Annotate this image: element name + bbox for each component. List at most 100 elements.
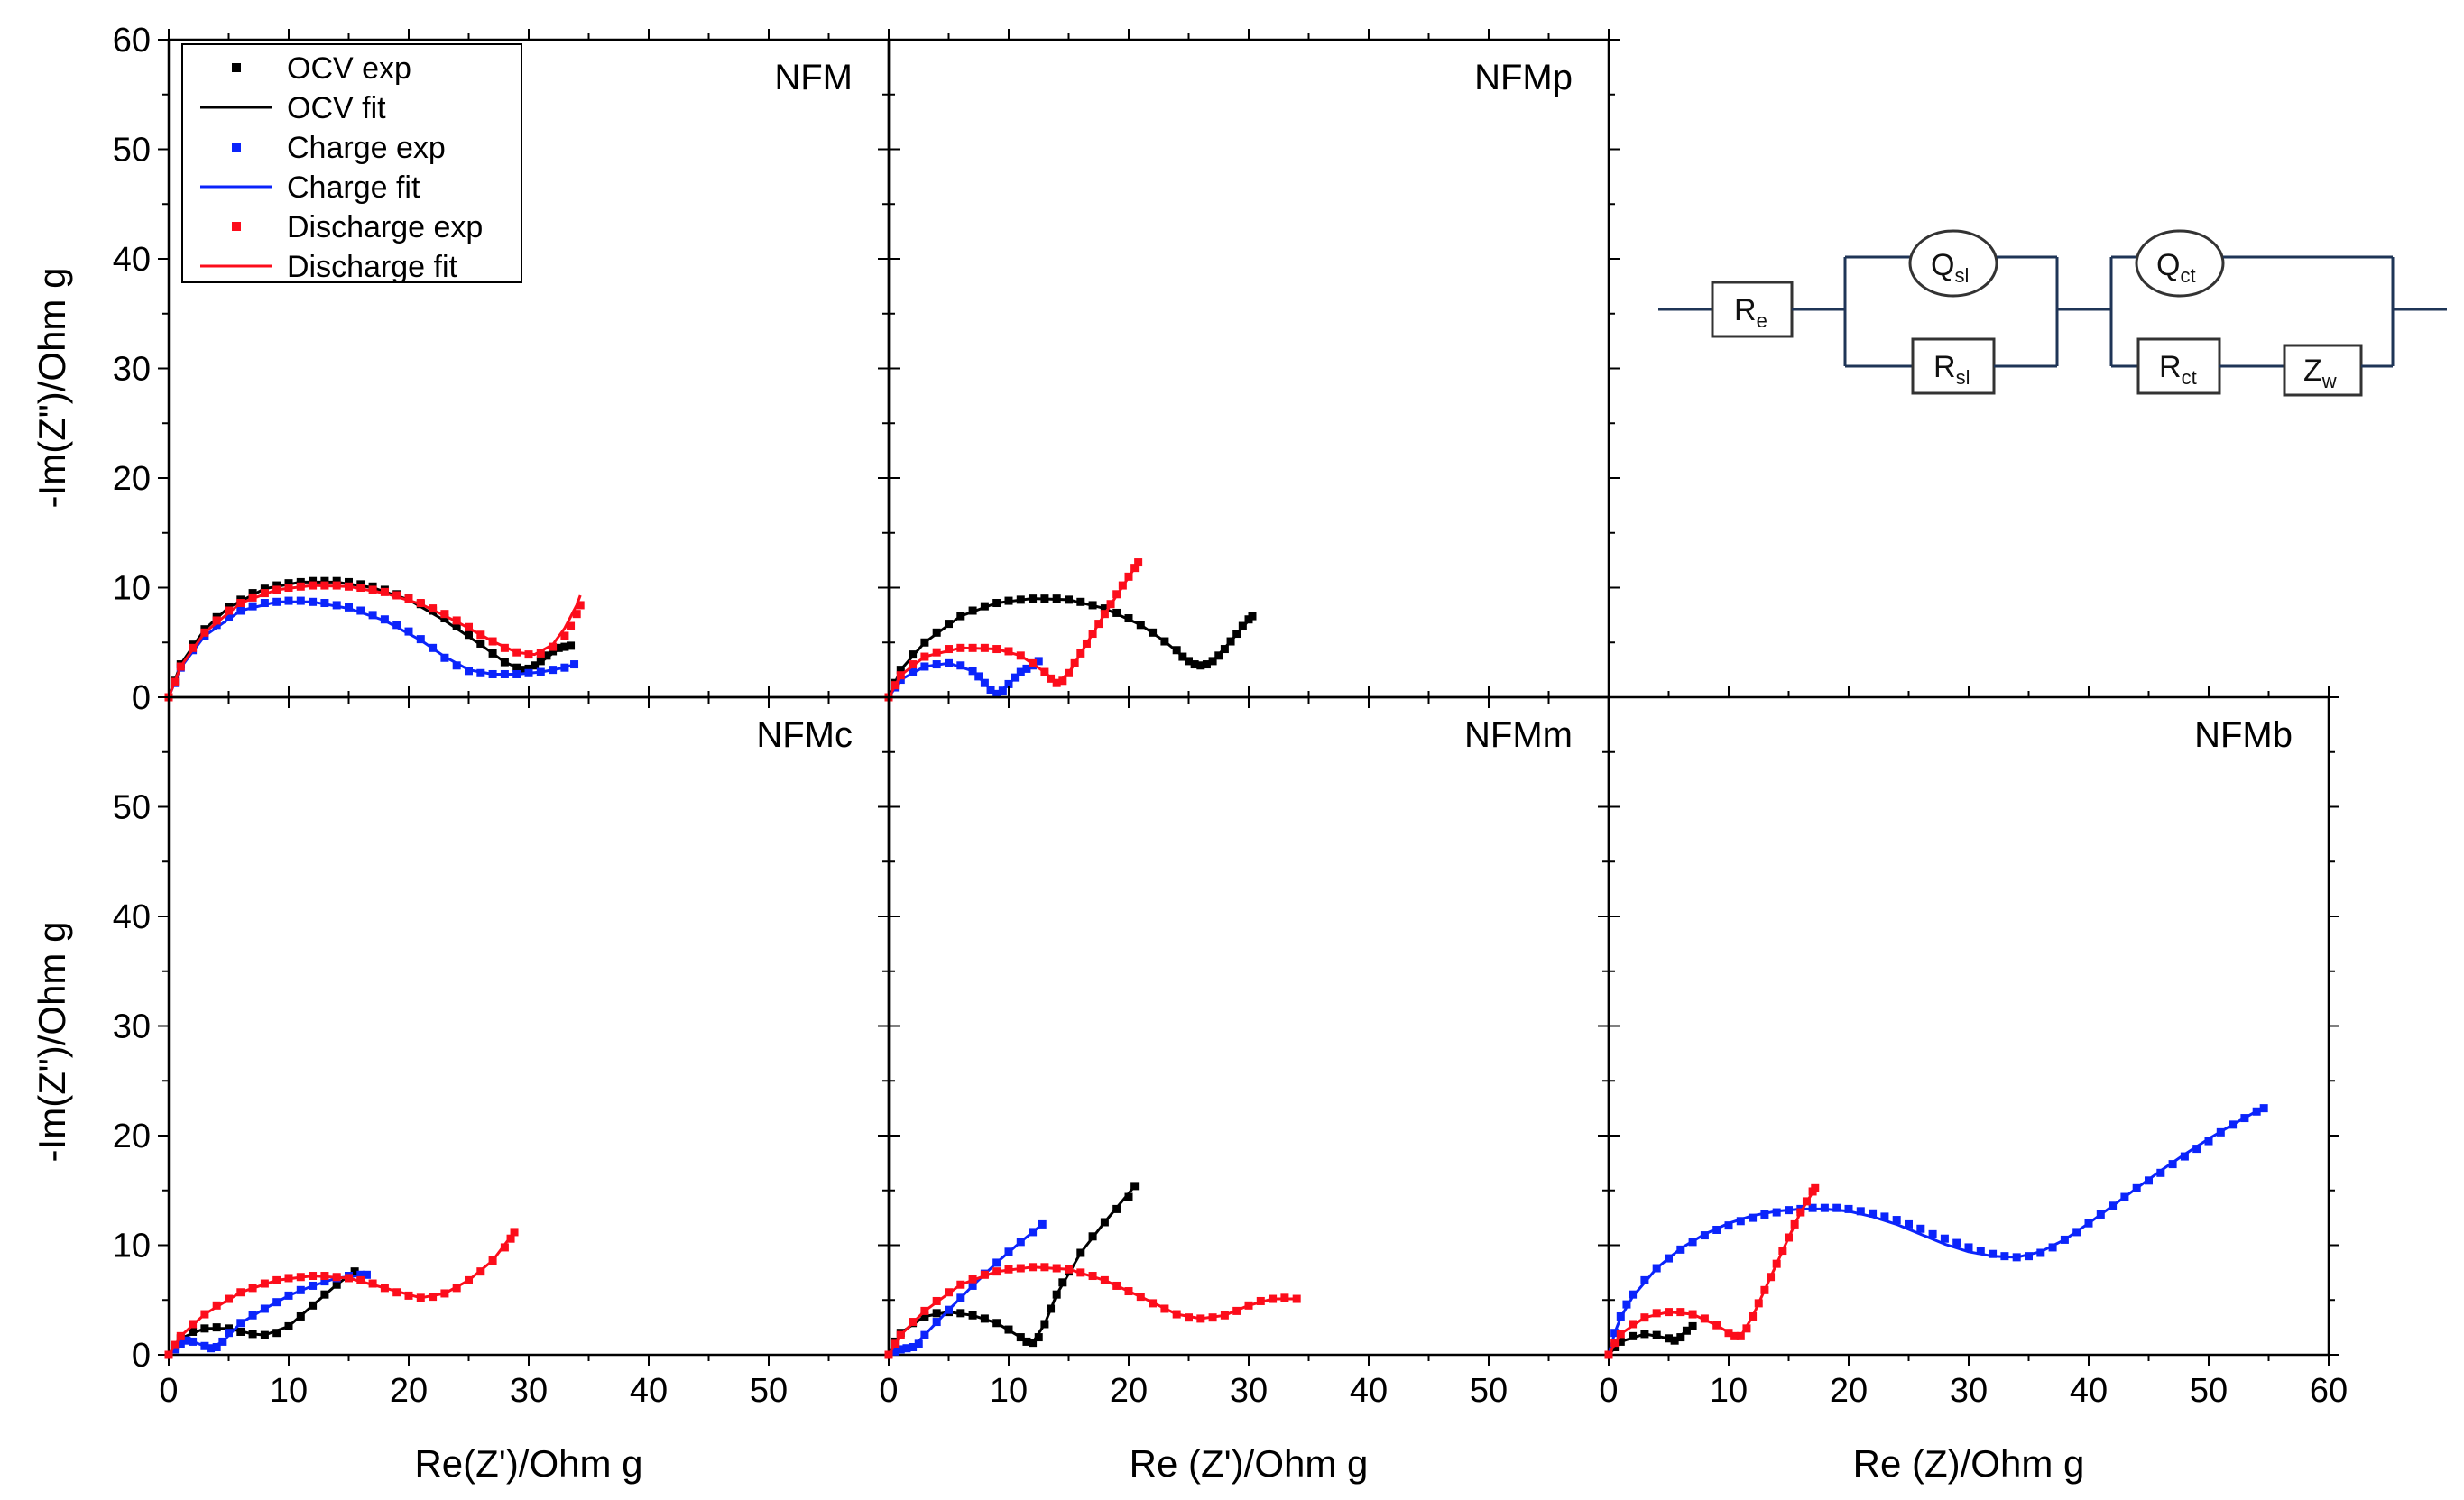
data-point	[1629, 1331, 1638, 1340]
series-discharge-fit	[1607, 1187, 1817, 1356]
panel-nfmp: NFMp	[878, 29, 1620, 708]
data-point	[1652, 1309, 1661, 1318]
series-ocv-fit	[167, 580, 572, 698]
data-point	[1952, 1238, 1961, 1247]
data-point	[2192, 1145, 2201, 1154]
data-point	[1989, 1249, 1998, 1258]
data-point	[1856, 1207, 1865, 1216]
data-point	[500, 1243, 509, 1252]
y-tick-label: 20	[113, 460, 151, 498]
data-point	[440, 610, 449, 619]
circuit-element-zw	[2283, 344, 2363, 397]
series-discharge-fit	[167, 1230, 516, 1356]
legend-label: OCV fit	[287, 91, 386, 125]
legend-entry: Discharge fit	[200, 250, 458, 284]
x-tick-label: 50	[750, 1372, 788, 1410]
x-tick-label: 30	[1950, 1372, 1988, 1410]
series-discharge-exp	[164, 1228, 519, 1359]
data-point	[1832, 1203, 1841, 1212]
legend-label: Discharge exp	[287, 210, 483, 244]
x-tick-label: 10	[990, 1372, 1028, 1410]
data-point	[549, 642, 558, 651]
data-point	[2025, 1252, 2033, 1261]
panel-frame	[887, 695, 1610, 1357]
data-point	[440, 614, 449, 623]
series-line	[167, 1230, 516, 1356]
data-point	[914, 1339, 923, 1348]
data-point	[572, 610, 581, 619]
series-line	[887, 597, 1254, 698]
x-tick-label: 20	[1830, 1372, 1868, 1410]
y-tick-label: 10	[113, 570, 151, 608]
data-point	[1724, 1221, 1733, 1230]
data-point	[1736, 1217, 1745, 1226]
data-point	[956, 661, 965, 670]
x-tick-label: 10	[1710, 1372, 1748, 1410]
data-point	[1622, 1300, 1631, 1309]
data-point	[1976, 1247, 1985, 1256]
data-point	[368, 611, 377, 620]
circuit-element-qsl	[1908, 229, 1998, 298]
series-charge-fit	[167, 600, 575, 698]
panel-title: NFMb	[2194, 715, 2293, 755]
y-axis-label-top: -Im(Z")/Ohm g	[31, 268, 73, 509]
data-point	[2204, 1137, 2213, 1146]
series-ocv-fit	[887, 1184, 1136, 1356]
data-point	[465, 630, 473, 640]
legend-label: Charge fit	[287, 170, 420, 205]
data-point	[570, 660, 579, 669]
data-point	[542, 651, 551, 660]
panel-frame	[167, 695, 891, 1357]
data-point	[1940, 1234, 1949, 1243]
series-charge-fit	[1607, 1106, 2265, 1356]
series-line	[167, 600, 575, 698]
panel-title: NFMc	[756, 715, 853, 755]
data-point	[1905, 1219, 1913, 1229]
x-axis-label: Re (Z)/Ohm g	[1853, 1442, 2085, 1485]
data-point	[452, 661, 461, 670]
equivalent-circuit-diagram	[1658, 229, 2447, 397]
data-point	[2048, 1243, 2057, 1252]
data-point	[2156, 1168, 2165, 1177]
series-discharge-exp	[164, 581, 585, 702]
x-axis-label: Re(Z')/Ohm g	[414, 1442, 642, 1485]
data-point	[1034, 1333, 1043, 1342]
data-point	[452, 621, 461, 630]
data-point	[524, 664, 533, 673]
y-tick-label: 0	[132, 1337, 151, 1375]
data-point	[1869, 1209, 1878, 1218]
series-line	[167, 1273, 367, 1357]
data-point	[1058, 676, 1067, 686]
series-line	[887, 561, 1140, 698]
data-point	[225, 606, 233, 615]
legend-entry: Discharge exp	[232, 210, 483, 244]
series-line	[887, 1184, 1136, 1356]
circuit-label-qsl: Qsl	[1931, 248, 1969, 287]
data-point	[272, 1329, 281, 1338]
data-point	[225, 612, 233, 621]
data-point	[1124, 1192, 1133, 1201]
legend-entry: Charge exp	[232, 131, 446, 165]
x-tick-label: 40	[1350, 1372, 1388, 1410]
x-tick-label: 60	[2310, 1372, 2348, 1410]
series-line	[1607, 1187, 1817, 1356]
x-tick-label: 50	[1470, 1372, 1508, 1410]
series-ocv-fit	[887, 597, 1254, 698]
data-point	[1629, 1320, 1638, 1329]
data-point	[1022, 1337, 1031, 1346]
data-point	[1916, 1224, 1925, 1233]
x-tick-label: 50	[2190, 1372, 2228, 1410]
panel-title: NFM	[774, 58, 853, 97]
y-tick-label: 60	[113, 22, 151, 60]
circuit-label-zw: Zw	[2303, 354, 2337, 392]
x-tick-label: 30	[1230, 1372, 1268, 1410]
data-point	[189, 1327, 198, 1336]
data-point	[1038, 1219, 1047, 1229]
panel-nfmm: 0 10 20 30 40 50 NFMm Re (Z')/Ohm g	[878, 686, 1620, 1485]
x-tick-label: 10	[270, 1372, 308, 1410]
legend-entry: OCV exp	[232, 51, 411, 86]
series-ocv-exp	[164, 576, 576, 702]
x-axis-label: Re (Z')/Ohm g	[1130, 1442, 1369, 1485]
series-line	[887, 1265, 1297, 1356]
data-point	[510, 1228, 519, 1237]
